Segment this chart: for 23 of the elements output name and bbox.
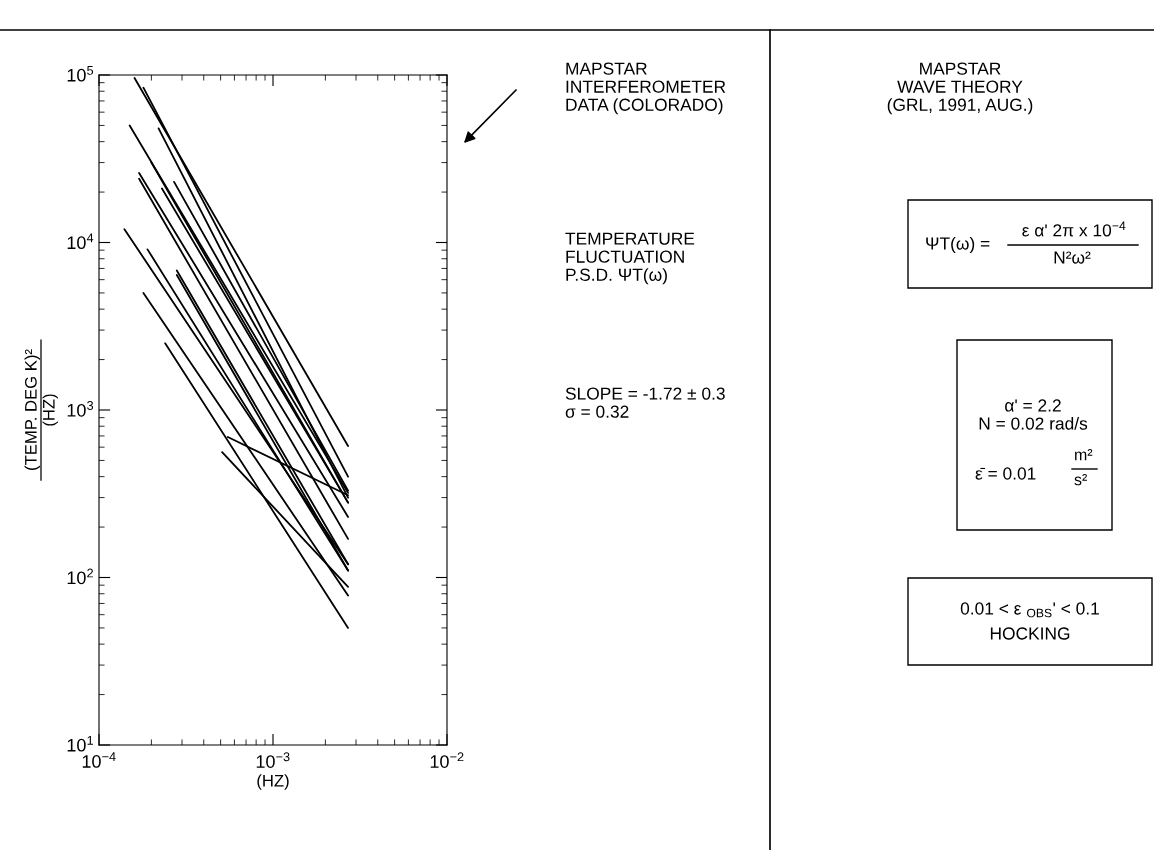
text: ΨT(ω) = <box>926 236 990 254</box>
text: 0.01 < ε $_{OBS}$' < 0.1 <box>960 602 1099 618</box>
text: s² <box>1074 474 1087 486</box>
y-axis-title: (TEMP. DEG K)² (HZ) <box>24 349 58 470</box>
y-tick-label: 10$^{3}$ <box>67 401 94 417</box>
text: TEMPERATURE FLUCTUATION P.S.D. ΨT(ω) <box>565 232 695 285</box>
text: α' = 2.2 N = 0.02 rad/s <box>979 399 1088 430</box>
y-tick-label: 10$^{2}$ <box>67 568 93 585</box>
text: N²ω² <box>1054 251 1091 264</box>
text: ε α' 2π x 10$^{−4}$ <box>1022 221 1126 237</box>
x-tick-label: 10$^{−4}$ <box>82 752 116 768</box>
y-tick-label: 10$^{5}$ <box>67 66 94 82</box>
x-tick-label: 10$^{−2}$ <box>430 752 464 768</box>
x-tick-label: 10$^{−3}$ <box>256 752 290 768</box>
text: MAPSTAR INTERFEROMETER DATA (COLORADO) <box>566 62 726 115</box>
text: MAPSTAR WAVE THEORY (GRL, 1991, AUG.) <box>887 62 1033 115</box>
text: m² <box>1075 449 1093 461</box>
text: SLOPE = -1.72 ± 0.3 σ = 0.32 <box>565 387 725 418</box>
y-tick-label: 10$^{4}$ <box>67 233 94 250</box>
x-axis-title: (HZ) <box>257 774 289 790</box>
y-tick-label: 10$^{1}$ <box>67 736 93 752</box>
text: HOCKING <box>990 627 1070 640</box>
text: ε̄ = 0.01 <box>975 467 1036 480</box>
